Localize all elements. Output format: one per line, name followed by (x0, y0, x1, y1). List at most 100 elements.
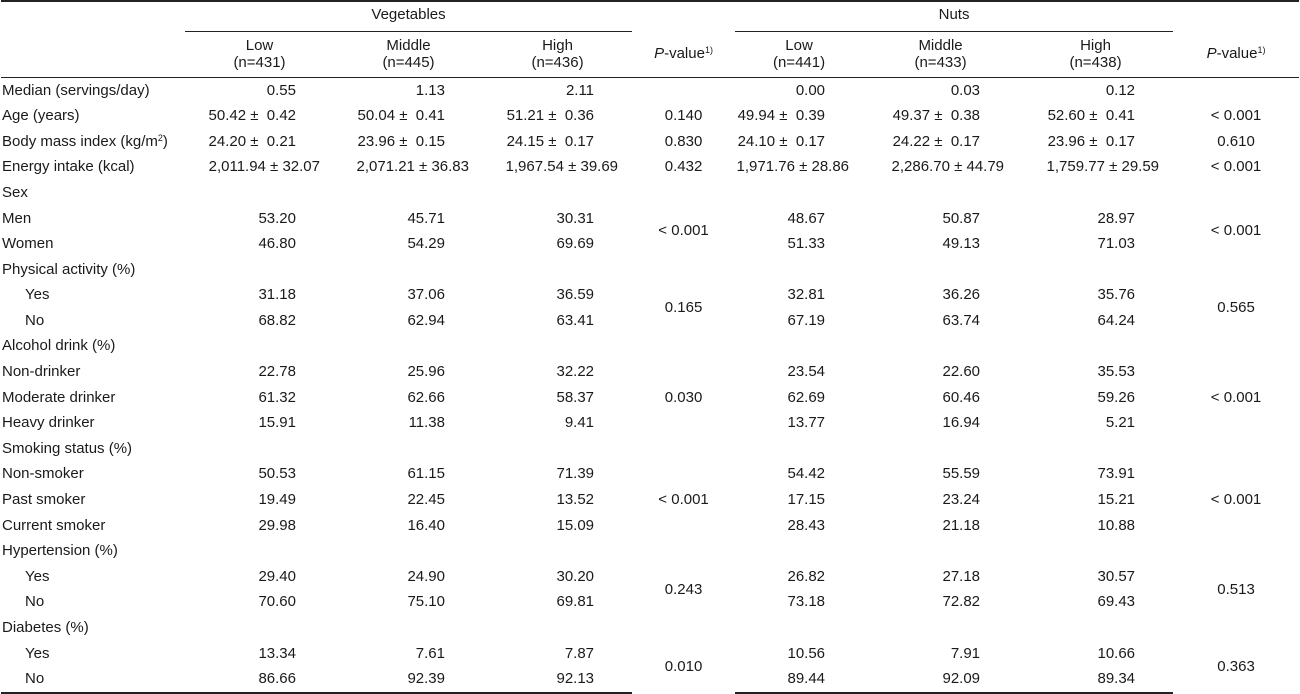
row-label: No (1, 666, 185, 694)
table-cell: 2,286.70 ± 44.79 (891, 158, 1005, 176)
table-cell: 50.87 (942, 209, 981, 227)
pvalue-cell (632, 78, 735, 104)
table-cell: 24.15 ± 0.17 (506, 132, 595, 150)
table-cell: 22.45 (407, 491, 445, 509)
table-cell: 52.60 ± 0.41 (1047, 107, 1136, 125)
table-cell: 86.66 (185, 666, 334, 694)
table-cell: 30.31 (556, 209, 595, 227)
table-cell: 75.10 (407, 593, 445, 611)
table-row: Moderate drinker 61.32 62.66 58.37 62.69… (1, 385, 1299, 411)
row-label: Men (2, 209, 32, 227)
table-row: Past smoker 19.49 22.45 13.52 17.15 23.2… (1, 488, 1299, 514)
pvalue-cell: 0.010 (664, 657, 703, 675)
table-cell: 5.21 (1105, 414, 1136, 432)
row-label: No (25, 593, 45, 611)
row-label: Median (servings/day) (2, 81, 150, 99)
pvalue-cell (1173, 78, 1299, 104)
table-cell: 54.42 (787, 465, 826, 483)
table-cell: 15.21 (1097, 491, 1136, 509)
table-cell: 60.46 (942, 388, 981, 406)
table-cell: 62.66 (407, 388, 445, 406)
table-cell: 23.96 ± 0.15 (357, 132, 445, 150)
table-cell: 48.67 (787, 209, 826, 227)
table-cell: 59.26 (1097, 388, 1136, 406)
table-cell: 17.15 (787, 491, 826, 509)
table-row: Non-drinker 22.78 25.96 32.22 0.030 23.5… (1, 360, 1299, 405)
section-label: Smoking status (%) (2, 439, 133, 457)
pvalue-cell: < 0.001 (1210, 388, 1262, 406)
table-cell: 54.29 (407, 235, 445, 253)
col-nuts-low: Low (n=441) (735, 31, 864, 78)
table-row: Men 53.20 45.71 30.31 < 0.001 48.67 50.8… (1, 206, 1299, 239)
table-row: Yes 29.40 24.90 30.20 0.243 26.82 27.18 … (1, 564, 1299, 597)
row-label: Women (2, 235, 54, 253)
row-label: Past smoker (2, 491, 86, 509)
table-row: Current smoker 29.98 16.40 15.09 28.43 2… (1, 513, 1299, 539)
table-cell: 37.06 (407, 286, 445, 304)
pvalue-cell: 0.610 (1217, 132, 1255, 150)
table-cell: 2.11 (565, 81, 595, 99)
table-cell: 25.96 (407, 363, 445, 381)
table-row: No 68.82 62.94 63.41 67.19 63.74 64.24 (1, 308, 1299, 334)
table-cell: 7.61 (415, 644, 445, 662)
row-label: No (25, 311, 45, 329)
table-cell: 49.37 ± 0.38 (892, 107, 981, 125)
table-row: Median (servings/day) 0.55 1.13 2.11 0.0… (1, 78, 1299, 104)
table-cell: 36.59 (556, 286, 595, 304)
table-cell: 7.87 (564, 644, 595, 662)
row-label: Moderate drinker (2, 388, 116, 406)
table-cell: 19.49 (258, 491, 296, 509)
col-nuts-pvalue: P-value1) (1173, 31, 1300, 78)
table-cell: 0.12 (1105, 81, 1136, 99)
pvalue-cell: 0.165 (664, 299, 703, 317)
col-veg-pvalue: P-value1) (632, 31, 736, 78)
table-cell: 0.00 (795, 81, 826, 99)
table-cell: 2,071.21 ± 36.83 (356, 158, 470, 176)
row-label: Current smoker (2, 516, 106, 534)
table-cell: 30.20 (556, 567, 595, 585)
table-cell: 35.76 (1097, 286, 1136, 304)
table-cell: 24.10 ± 0.17 (737, 132, 826, 150)
pvalue-cell: < 0.001 (1210, 158, 1262, 176)
pvalue-cell: 0.830 (664, 132, 703, 150)
pvalue-cell: 0.363 (1217, 657, 1255, 675)
section-label: Sex (2, 183, 28, 201)
pvalue-cell: < 0.001 (1210, 491, 1262, 509)
table-cell: 23.24 (942, 491, 981, 509)
pvalue-cell: 0.565 (1217, 299, 1255, 317)
section-label: Hypertension (%) (2, 542, 118, 560)
table-cell: 49.94 ± 0.39 (737, 107, 826, 125)
col-nuts-middle: Middle (n=433) (863, 31, 1019, 78)
table-cell: 13.77 (787, 414, 826, 432)
table-row: Non-smoker 50.53 61.15 71.39 < 0.001 54.… (1, 462, 1299, 508)
table-cell: 31.18 (258, 286, 296, 304)
table-cell: 49.13 (942, 235, 981, 253)
table-cell: 63.41 (556, 311, 595, 329)
table-cell: 35.53 (1097, 363, 1136, 381)
row-label: Heavy drinker (2, 414, 95, 432)
table-row: Physical activity (%) (1, 257, 1299, 283)
table-cell: 1,759.77 ± 29.59 (1046, 158, 1160, 176)
table-cell: 69.69 (556, 235, 595, 253)
table-cell: 1,971.76 ± 28.86 (736, 158, 850, 176)
table-cell: 71.03 (1097, 235, 1136, 253)
table-cell: 92.09 (863, 666, 1019, 694)
table-cell: 64.24 (1097, 311, 1136, 329)
table-cell: 15.09 (556, 516, 595, 534)
table-cell: 62.69 (787, 388, 826, 406)
table-cell: 32.22 (556, 363, 595, 381)
table-cell: 24.90 (407, 567, 445, 585)
header-group-row: Vegetables Nuts (1, 0, 1300, 32)
pvalue-cell: < 0.001 (1210, 107, 1262, 125)
table-cell: 36.26 (942, 286, 981, 304)
table-row: Sex (1, 180, 1299, 206)
table-row: Smoking status (%) (1, 436, 1299, 462)
table-cell: 9.41 (564, 414, 595, 432)
table-cell: 68.82 (258, 311, 296, 329)
table-row: No 70.60 75.10 69.81 73.18 72.82 69.43 (1, 590, 1299, 616)
table-cell: 0.03 (950, 81, 981, 99)
table-cell: 24.22 ± 0.17 (892, 132, 981, 150)
table-cell: 28.97 (1097, 209, 1136, 227)
table-cell: 23.96 ± 0.17 (1047, 132, 1136, 150)
table-cell: 13.34 (258, 644, 296, 662)
